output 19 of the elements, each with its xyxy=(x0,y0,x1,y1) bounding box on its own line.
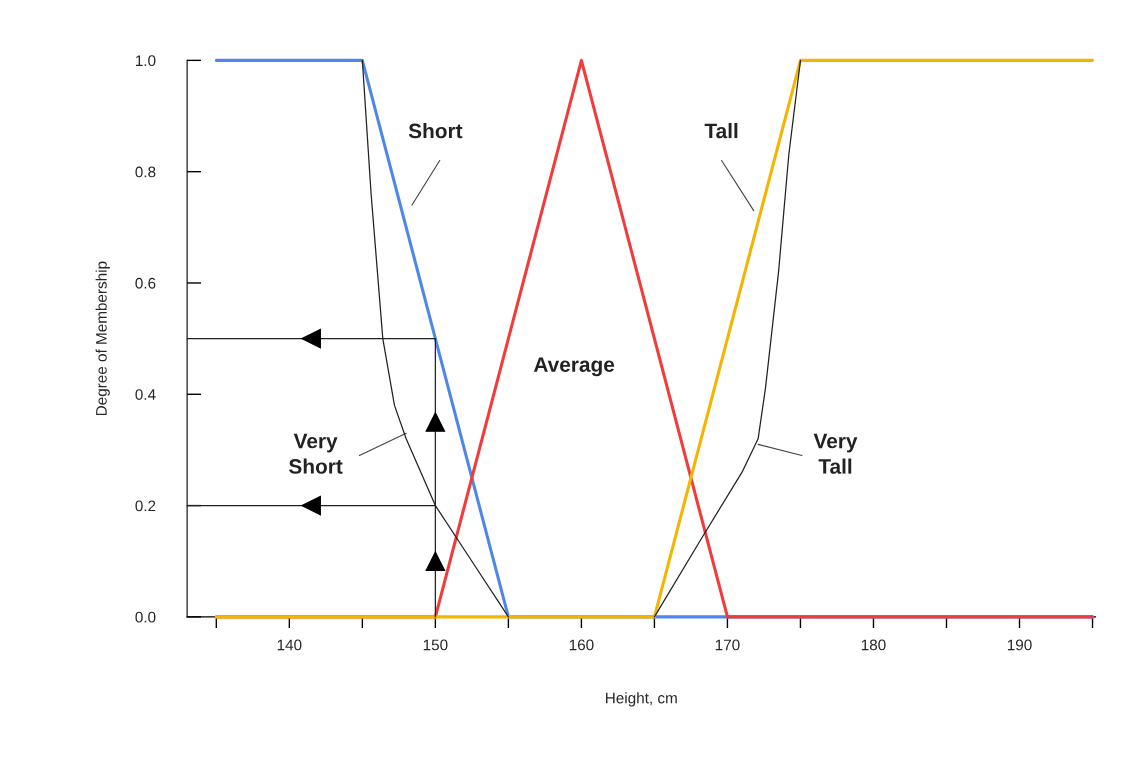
series-label: Short xyxy=(408,123,463,139)
x-tick-label: 140 xyxy=(277,639,302,651)
y-tick-label: 0.2 xyxy=(135,500,156,512)
y-tick-label: 0.0 xyxy=(135,611,156,623)
y-tick-label: 0.4 xyxy=(135,389,156,400)
text: Very Tall xyxy=(813,433,858,474)
series-label: Tall xyxy=(704,123,738,139)
series-label: Average xyxy=(533,357,615,377)
x-tick-label: 190 xyxy=(1007,639,1032,651)
y-axis-title: Degree of Membership xyxy=(95,261,110,416)
x-tick-label: 170 xyxy=(715,639,740,651)
text: Very Short xyxy=(289,433,343,474)
y-tick-label: 0.6 xyxy=(135,277,156,289)
y-tick-label: 0.8 xyxy=(135,166,156,178)
x-axis-title: Height, cm xyxy=(606,692,677,707)
y-tick-label: 1.0 xyxy=(135,55,156,67)
x-tick-label: 180 xyxy=(861,639,886,651)
x-tick-label: 160 xyxy=(569,639,594,651)
x-tick-label: 150 xyxy=(423,639,448,651)
